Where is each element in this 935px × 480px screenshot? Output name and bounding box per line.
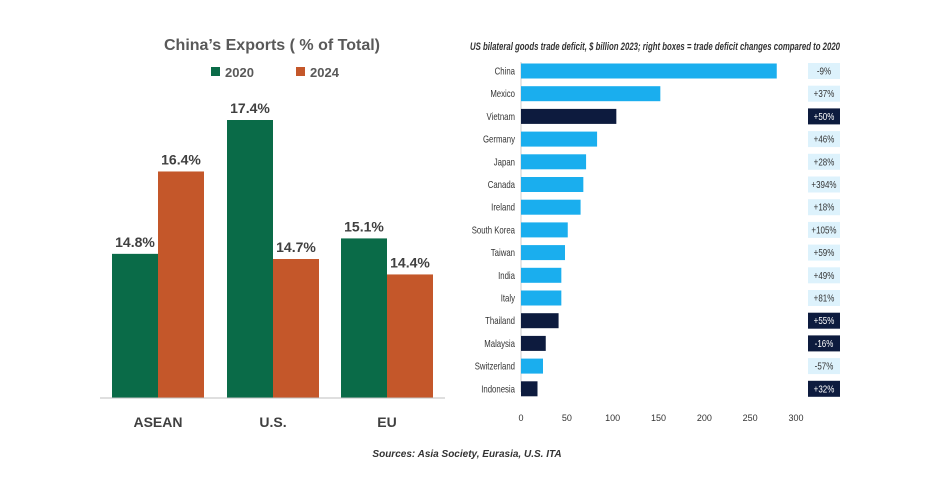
bar-eu-2020 [341, 238, 387, 398]
change-label-japan: +28% [814, 156, 835, 167]
category-label-switzerland: Switzerland [475, 361, 515, 372]
change-label-mexico: +37% [814, 88, 835, 99]
bar-taiwan [521, 245, 565, 261]
left-chart-title: China’s Exports ( % of Total) [164, 37, 380, 54]
change-box-south-korea [808, 221, 840, 238]
bar-mexico [521, 86, 661, 102]
x-label-u-s: U.S. [259, 414, 286, 430]
category-label-germany: Germany [483, 134, 515, 145]
bar-asean-2024 [158, 171, 204, 398]
right-chart-title: US bilateral goods trade deficit, $ bill… [470, 41, 841, 53]
change-box-mexico [808, 85, 840, 102]
category-label-mexico: Mexico [490, 88, 515, 99]
change-box-japan [808, 153, 840, 170]
bar-india [521, 267, 562, 283]
bar-germany [521, 131, 598, 147]
data-label-u-s-2020: 17.4% [230, 100, 270, 116]
change-label-taiwan: +59% [814, 247, 835, 258]
category-label-malaysia: Malaysia [484, 338, 515, 349]
bar-malaysia [521, 335, 546, 351]
left-legend: 2020 2024 [211, 65, 340, 80]
category-label-thailand: Thailand [485, 315, 515, 326]
legend-swatch-2024 [296, 67, 305, 76]
data-label-asean-2024: 16.4% [161, 151, 201, 167]
change-box-indonesia [808, 380, 840, 397]
left-x-labels: ASEAN U.S. EU [133, 414, 396, 430]
left-bars: 14.8% 16.4% 17.4% 14.7% 15.1% 14.4% [112, 100, 433, 398]
bar-japan [521, 154, 587, 170]
x-tick-0: 0 [518, 413, 523, 423]
change-box-canada [808, 176, 840, 193]
category-label-indonesia: Indonesia [481, 383, 515, 394]
category-label-south-korea: South Korea [472, 224, 515, 235]
right-chart: US bilateral goods trade deficit, $ bill… [470, 41, 841, 423]
x-tick-150: 150 [651, 413, 666, 423]
right-bars [521, 63, 777, 397]
right-category-labels: China Mexico Vietnam Germany Japan Canada Irel… [472, 66, 516, 395]
change-box-thailand [808, 312, 840, 329]
right-x-ticks: 0 50 100 150 200 250 300 [518, 413, 803, 423]
bar-ireland [521, 199, 581, 215]
bar-indonesia [521, 381, 538, 397]
change-label-italy: +81% [814, 293, 835, 304]
x-tick-300: 300 [788, 413, 803, 423]
change-label-south-korea: +105% [811, 225, 836, 236]
data-label-eu-2024: 14.4% [390, 254, 430, 270]
x-tick-100: 100 [605, 413, 620, 423]
change-box-india [808, 267, 840, 284]
category-label-india: India [498, 270, 515, 281]
change-box-china [808, 63, 840, 79]
category-label-vietnam: Vietnam [487, 111, 515, 122]
change-label-canada: +394% [811, 179, 836, 190]
change-label-vietnam: +50% [814, 111, 835, 122]
category-label-china: China [495, 66, 515, 77]
data-label-asean-2020: 14.8% [115, 234, 155, 250]
category-label-taiwan: Taiwan [491, 247, 515, 258]
category-label-ireland: Ireland [491, 202, 515, 213]
x-tick-250: 250 [743, 413, 758, 423]
change-label-ireland: +18% [814, 202, 835, 213]
change-label-india: +49% [814, 270, 835, 281]
bar-thailand [521, 313, 559, 329]
bar-italy [521, 290, 562, 306]
change-box-malaysia [808, 335, 840, 352]
source-note: Sources: Asia Society, Eurasia, U.S. ITA [372, 449, 561, 460]
category-label-italy: Italy [501, 293, 516, 304]
change-box-switzerland [808, 358, 840, 375]
legend-label-2024: 2024 [310, 65, 340, 80]
change-label-indonesia: +32% [814, 383, 835, 394]
x-label-asean: ASEAN [133, 414, 182, 430]
legend-swatch-2020 [211, 67, 220, 76]
bar-asean-2020 [112, 253, 158, 398]
change-box-germany [808, 131, 840, 148]
x-tick-50: 50 [562, 413, 572, 423]
x-label-eu: EU [377, 414, 396, 430]
bar-china [521, 63, 777, 79]
bar-vietnam [521, 108, 617, 124]
change-label-switzerland: -57% [815, 361, 834, 372]
bar-switzerland [521, 358, 543, 374]
data-label-eu-2020: 15.1% [344, 218, 384, 234]
legend-label-2020: 2020 [225, 65, 254, 80]
change-label-china: -9% [817, 66, 831, 77]
bar-south-korea [521, 222, 568, 238]
right-change-boxes: -9% +37% +50% +46% +28% +394% +18% +105% +59% +49… [808, 63, 840, 397]
change-label-thailand: +55% [814, 315, 835, 326]
bar-u-s-2024 [273, 259, 319, 398]
change-box-ireland [808, 199, 840, 216]
bar-u-s-2020 [227, 120, 273, 398]
bar-eu-2024 [387, 274, 433, 398]
category-label-canada: Canada [488, 179, 515, 190]
change-label-germany: +46% [814, 134, 835, 145]
change-label-malaysia: -16% [815, 338, 834, 349]
left-chart: China’s Exports ( % of Total) 2020 2024 … [100, 37, 445, 430]
change-box-italy [808, 290, 840, 306]
category-label-japan: Japan [494, 156, 515, 167]
x-tick-200: 200 [697, 413, 712, 423]
bar-canada [521, 177, 584, 192]
change-box-taiwan [808, 244, 840, 261]
data-label-u-s-2024: 14.7% [276, 239, 316, 255]
change-box-vietnam [808, 108, 840, 125]
